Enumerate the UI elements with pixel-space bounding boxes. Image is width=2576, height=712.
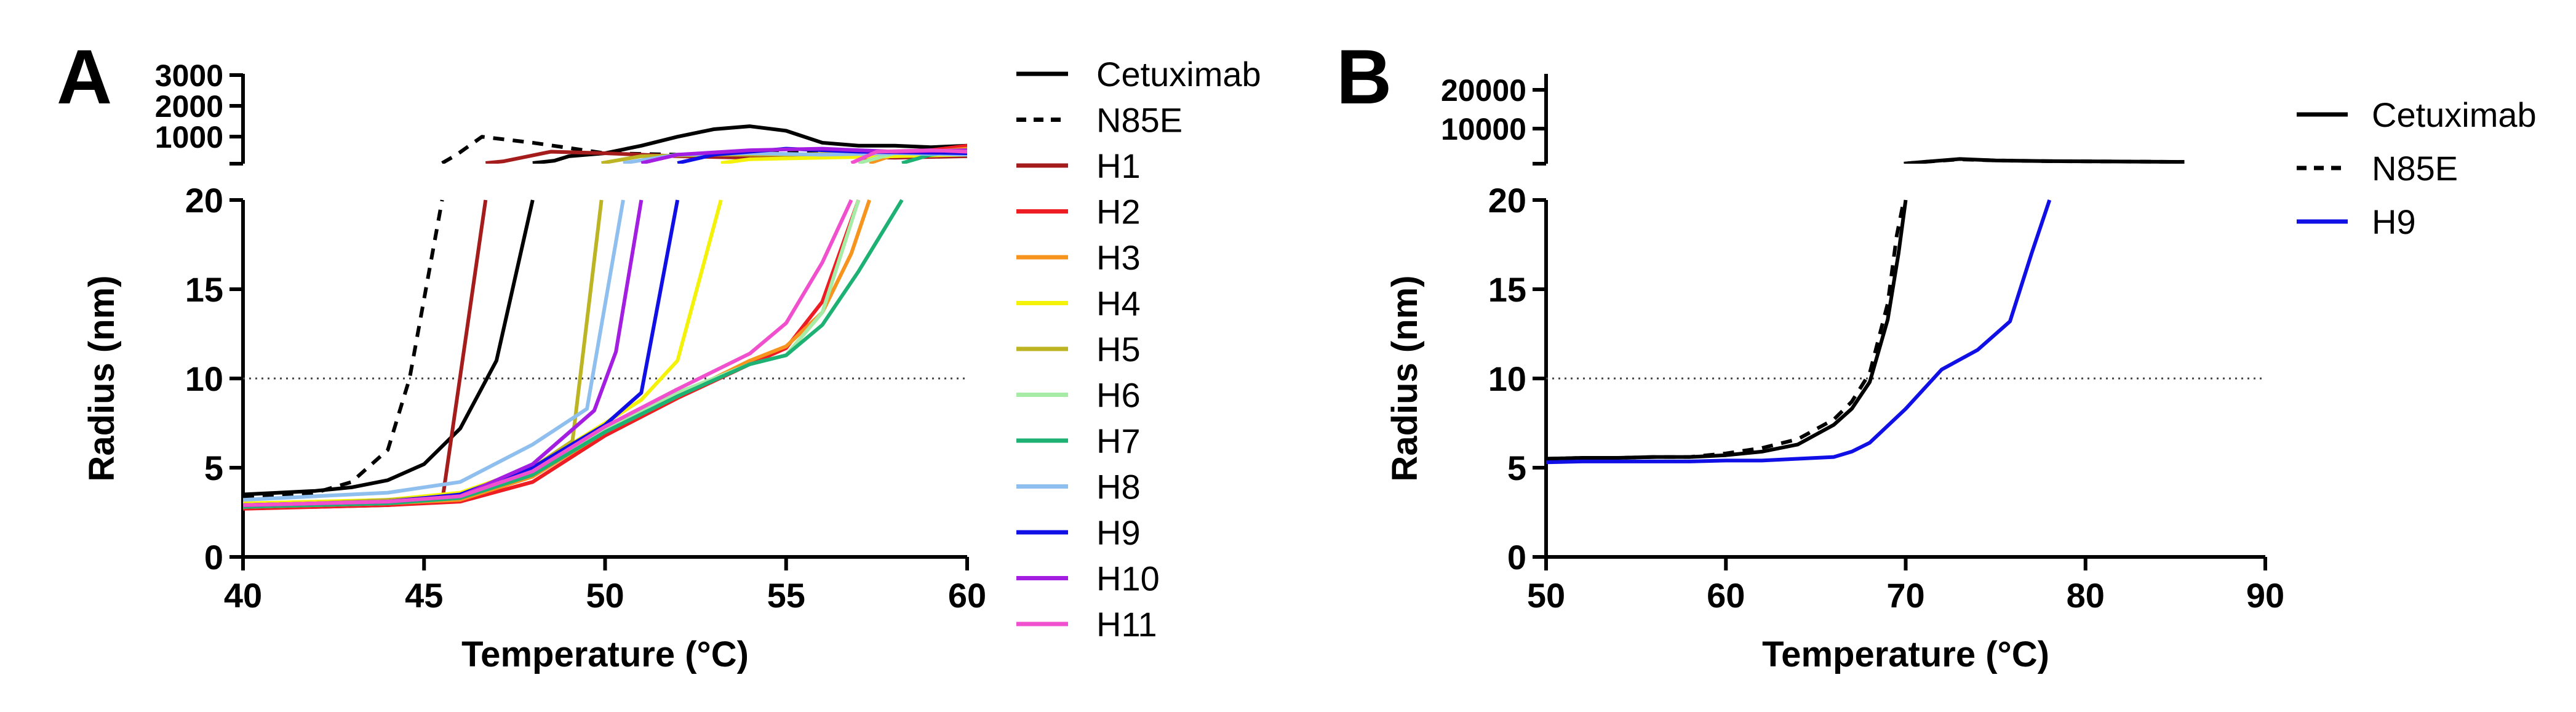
panel-b-x-axis-label: Temperature (°C) [1762,634,2049,674]
panel-a-legend-label-cetuximab: Cetuximab [1096,55,1261,94]
panel-a-series-cetuximab-upper [532,124,967,164]
panel-b-upper-y-tick-label: 10000 [1441,112,1526,146]
panel-a-x-tick-label: 55 [767,576,805,615]
panel-a-y-axis-label: Radius (nm) [82,275,122,481]
panel-a-x-tick-label: 40 [224,576,262,615]
panel-b-y-tick-label: 0 [1507,538,1526,577]
panel-a-y-tick-label: 15 [185,270,223,309]
panel-b-y-axis-label: Radius (nm) [1385,275,1425,481]
panel-b-y-tick-label: 10 [1488,359,1526,398]
panel-a-legend-label-h4: H4 [1096,284,1141,323]
panel-b-y-tick-label: 15 [1488,270,1526,309]
panel-b-x-tick-label: 60 [1707,576,1745,615]
panel-b-x-tick-label: 70 [1886,576,1924,615]
panel-a-legend-label-h7: H7 [1096,422,1141,460]
panel-a-y-tick-label: 10 [185,359,223,398]
panel-a-legend-label-h3: H3 [1096,238,1141,277]
panel-a-y-tick-label: 5 [204,449,223,487]
panel-a-series-n85e-lower [243,199,444,500]
panel-a-upper-y-tick-label: 3000 [155,58,223,93]
panel-b-legend-label-n85e: N85E [2372,149,2458,188]
panel-b-series-n85e-upper [1904,157,2185,164]
panel-a-legend-label-h9: H9 [1096,513,1141,552]
panel-a-legend-label-h1: H1 [1096,146,1141,185]
panel-b-y-tick-label: 20 [1488,181,1526,220]
panel-a-legend-label-h11: H11 [1096,605,1157,644]
panel-a-series-h9-lower [243,199,680,507]
panel-label-b: B [1336,34,1392,120]
panel-b-legend-label-h9: H9 [2372,202,2416,241]
panel-b-legend-label-cetuximab: Cetuximab [2372,95,2537,134]
panel-a-legend-label-h5: H5 [1096,330,1141,369]
panel-a-legend-label-h10: H10 [1096,559,1160,598]
panel-a-x-tick-label: 50 [586,576,624,615]
panel-b-x-tick-label: 90 [2246,576,2284,615]
panel-b-series-n85e-lower [1546,199,1906,461]
panel-label-a: A [57,34,112,120]
panel-b-x-tick-label: 80 [2067,576,2105,615]
panel-a-legend-label-h2: H2 [1096,193,1141,231]
panel-a-series-h11-upper [850,148,967,164]
panel-a-series-h7-lower [243,199,904,509]
panel-b-series-cetuximab-lower [1546,199,1908,461]
panel-a-series-h1-lower [243,199,488,509]
panel-a-legend-label-h6: H6 [1096,376,1141,415]
panel-b-lower-axes [1544,200,2265,559]
panel-a-legend-label-h8: H8 [1096,468,1141,506]
panel-a-legend-label-n85e: N85E [1096,101,1182,140]
panel-a-x-axis-label: Temperature (°C) [461,634,749,674]
panel-a-x-tick-label: 60 [948,576,986,615]
panel-b-chart: 50 60 70 80 90 0 5 10 15 20 10000 20000 Temperature … [1385,73,2537,674]
panel-a-y-tick-label: 0 [204,538,223,577]
panel-b-upper-y-tick-label: 20000 [1441,73,1526,108]
panel-b-x-tick-label: 50 [1527,576,1565,615]
panel-b-series-h9-lower [1546,199,2052,465]
panel-b-y-tick-label: 5 [1507,449,1526,487]
panel-a-series-h11-lower [243,199,853,507]
panel-a-upper-y-tick-label: 2000 [155,89,223,124]
panel-a-upper-y-tick-label: 1000 [155,120,223,154]
panel-a-y-tick-label: 20 [185,181,223,220]
panel-a-x-tick-label: 45 [405,576,443,615]
panel-a-series-cetuximab-lower [243,199,535,497]
panel-a-series-h8-lower [243,199,625,502]
panel-a-series-h4-upper [720,153,967,164]
